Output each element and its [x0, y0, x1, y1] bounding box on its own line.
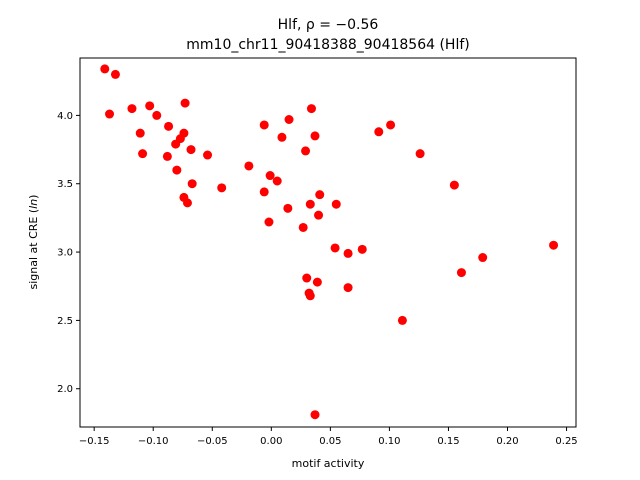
x-tick-label: 0.00	[260, 436, 282, 447]
x-tick-label: 0.20	[496, 436, 518, 447]
data-point	[152, 110, 162, 120]
y-axis-ticks: 2.0 2.5 3.0 3.5 4.0	[57, 111, 80, 395]
data-point	[217, 183, 227, 193]
data-point	[315, 190, 325, 200]
y-axis-label-end: )	[27, 195, 40, 199]
data-point	[343, 248, 353, 258]
x-tick-label: −0.15	[79, 436, 110, 447]
data-point	[478, 253, 488, 263]
data-point	[180, 98, 190, 108]
x-tick-label: −0.05	[197, 436, 228, 447]
data-point	[312, 277, 322, 287]
data-point	[549, 240, 559, 250]
data-point	[343, 283, 353, 293]
plot-frame	[79, 57, 577, 428]
data-point	[127, 104, 137, 114]
data-point	[298, 222, 308, 232]
x-tick-label: 0.25	[555, 436, 577, 447]
data-point	[301, 146, 311, 156]
x-tick-label: 0.05	[319, 436, 341, 447]
data-point	[259, 120, 269, 130]
y-axis-label: signal at CRE (ln)	[27, 195, 40, 290]
data-point	[182, 198, 192, 208]
data-point	[135, 128, 145, 138]
data-point	[357, 244, 367, 254]
data-point	[277, 132, 287, 142]
data-point	[415, 149, 425, 159]
data-point	[265, 171, 275, 181]
data-point	[172, 165, 182, 175]
data-point	[302, 273, 312, 283]
data-point	[374, 127, 384, 137]
data-points	[100, 64, 559, 420]
data-point	[456, 268, 466, 278]
x-tick-label: 0.10	[378, 436, 400, 447]
y-axis-label-italic: ln	[27, 199, 40, 209]
x-axis-label: motif activity	[292, 457, 365, 470]
y-axis-label-main: signal at CRE (	[27, 209, 40, 290]
data-point	[449, 180, 459, 190]
data-point	[164, 121, 174, 131]
data-point	[100, 64, 110, 74]
data-point	[259, 187, 269, 197]
chart-title-line1: Hlf, ρ = −0.56	[278, 17, 379, 33]
data-point	[203, 150, 213, 160]
data-point	[179, 128, 189, 138]
y-tick-label: 2.5	[57, 316, 73, 327]
data-point	[110, 69, 120, 79]
chart-title-line2: mm10_chr11_90418388_90418564 (Hlf)	[186, 37, 469, 53]
data-point	[310, 131, 320, 141]
data-point	[162, 151, 172, 161]
data-point	[305, 291, 315, 301]
data-point	[310, 410, 320, 420]
x-axis-ticks: −0.15 −0.10 −0.05 0.00 0.05 0.10 0.15 0.20 0.25	[79, 427, 578, 447]
data-point	[386, 120, 396, 130]
y-tick-label: 3.0	[57, 248, 73, 259]
data-point	[284, 115, 294, 124]
data-point	[244, 161, 254, 171]
data-point	[306, 104, 316, 114]
data-point	[272, 176, 282, 186]
x-tick-label: −0.10	[138, 436, 169, 447]
data-point	[331, 199, 341, 209]
data-point	[305, 199, 315, 209]
data-point	[105, 109, 115, 119]
data-point	[330, 243, 340, 253]
data-point	[283, 203, 293, 213]
data-point	[138, 149, 148, 159]
y-tick-label: 3.5	[57, 179, 73, 190]
data-point	[397, 315, 407, 325]
data-point	[187, 179, 197, 189]
data-point	[314, 210, 324, 220]
y-tick-label: 4.0	[57, 111, 73, 122]
data-point	[264, 217, 274, 227]
data-point	[171, 139, 181, 149]
data-point	[186, 145, 196, 155]
y-tick-label: 2.0	[57, 384, 73, 395]
data-point	[145, 101, 155, 111]
x-tick-label: 0.15	[437, 436, 459, 447]
